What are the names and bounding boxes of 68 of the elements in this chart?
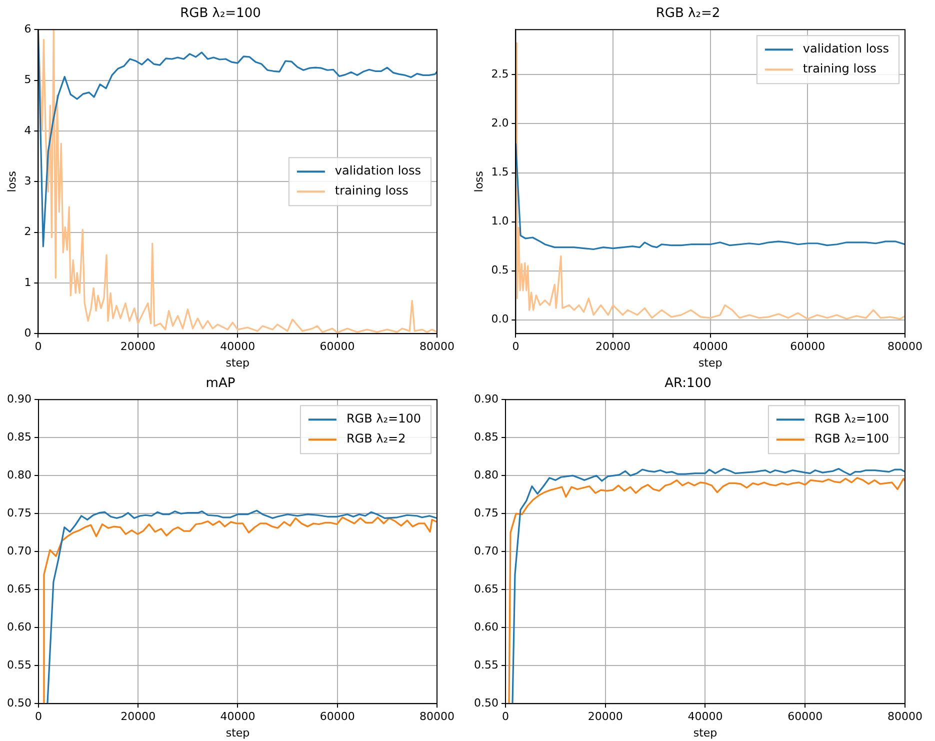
y-tick-label: 5 [24, 73, 32, 86]
y-tick-label: 0.55 [474, 658, 498, 672]
x-tick-label: 40000 [688, 710, 723, 724]
x-tick-label: 0 [34, 710, 42, 724]
y-tick-label: 2 [24, 225, 32, 238]
y-tick-label: 0.70 [474, 544, 498, 558]
x-tick-label: 60000 [320, 710, 355, 724]
x-axis-title: step [226, 726, 250, 740]
legend-label: training loss [334, 184, 408, 198]
y-tick-label: 0.90 [6, 392, 32, 406]
y-tick-label: 0 [24, 326, 32, 340]
y-tick-label: 0.65 [474, 582, 498, 596]
x-axis-title: step [226, 356, 250, 370]
y-tick-label: 0.60 [474, 620, 498, 634]
x-tick-label: 80000 [420, 340, 454, 354]
y-tick-label: 4 [24, 124, 32, 137]
y-tick-label: 1.5 [491, 166, 509, 179]
legend-label: validation loss [802, 42, 890, 56]
y-tick-label: 0.90 [474, 392, 498, 406]
x-tick-label: 80000 [420, 710, 454, 724]
legend-label: training loss [802, 62, 876, 76]
x-tick-label: 0 [34, 340, 42, 354]
legend-label: RGB λ₂=100 [814, 412, 890, 426]
x-tick-label: 80000 [888, 340, 922, 354]
y-tick-label: 0.80 [6, 468, 32, 482]
y-axis-title: loss [472, 170, 486, 192]
x-tick-label: 60000 [788, 710, 823, 724]
legend-label: validation loss [334, 164, 422, 178]
legend-label: RGB λ₂=100 [814, 432, 890, 446]
y-tick-label: 0.0 [491, 312, 509, 326]
chart-title: RGB λ₂=100 [180, 6, 261, 22]
y-tick-label: 6 [24, 22, 32, 36]
x-tick-label: 20000 [588, 710, 623, 724]
y-tick-label: 0.70 [6, 544, 32, 558]
y-tick-label: 1.0 [491, 214, 509, 228]
x-axis-title: step [693, 726, 718, 740]
y-tick-label: 0.5 [491, 264, 509, 277]
y-tick-label: 0.75 [6, 506, 32, 520]
y-tick-label: 3 [24, 174, 32, 188]
legend-label: RGB λ₂=2 [346, 432, 406, 446]
x-axis-title: step [698, 356, 722, 370]
x-tick-label: 20000 [120, 340, 156, 354]
y-tick-label: 0.80 [474, 468, 498, 482]
y-tick-label: 0.75 [474, 506, 498, 520]
x-tick-label: 60000 [320, 340, 355, 354]
y-axis-title: loss [5, 170, 18, 192]
y-tick-label: 0.60 [6, 620, 32, 634]
chart-title: mAP [206, 376, 236, 392]
x-tick-label: 20000 [120, 710, 156, 724]
y-tick-label: 0.55 [6, 658, 32, 672]
y-tick-label: 0.85 [6, 430, 32, 444]
legend-label: RGB λ₂=100 [346, 412, 422, 426]
x-tick-label: 60000 [790, 340, 826, 354]
x-tick-label: 40000 [692, 340, 728, 354]
x-tick-label: 0 [512, 340, 520, 354]
y-tick-label: 2.0 [491, 116, 509, 130]
chart-title: AR:100 [664, 376, 712, 392]
x-tick-label: 80000 [888, 710, 922, 724]
y-tick-label: 0.65 [6, 582, 32, 596]
y-tick-label: 2.5 [491, 68, 509, 81]
x-tick-label: 20000 [596, 340, 631, 354]
chart-title: RGB λ₂=2 [656, 6, 720, 22]
y-tick-label: 1 [24, 276, 32, 289]
y-tick-label: 0.50 [6, 696, 32, 710]
x-tick-label: 40000 [220, 710, 256, 724]
x-tick-label: 40000 [220, 340, 256, 354]
y-tick-label: 0.85 [474, 430, 498, 444]
y-tick-label: 0.50 [474, 696, 498, 710]
